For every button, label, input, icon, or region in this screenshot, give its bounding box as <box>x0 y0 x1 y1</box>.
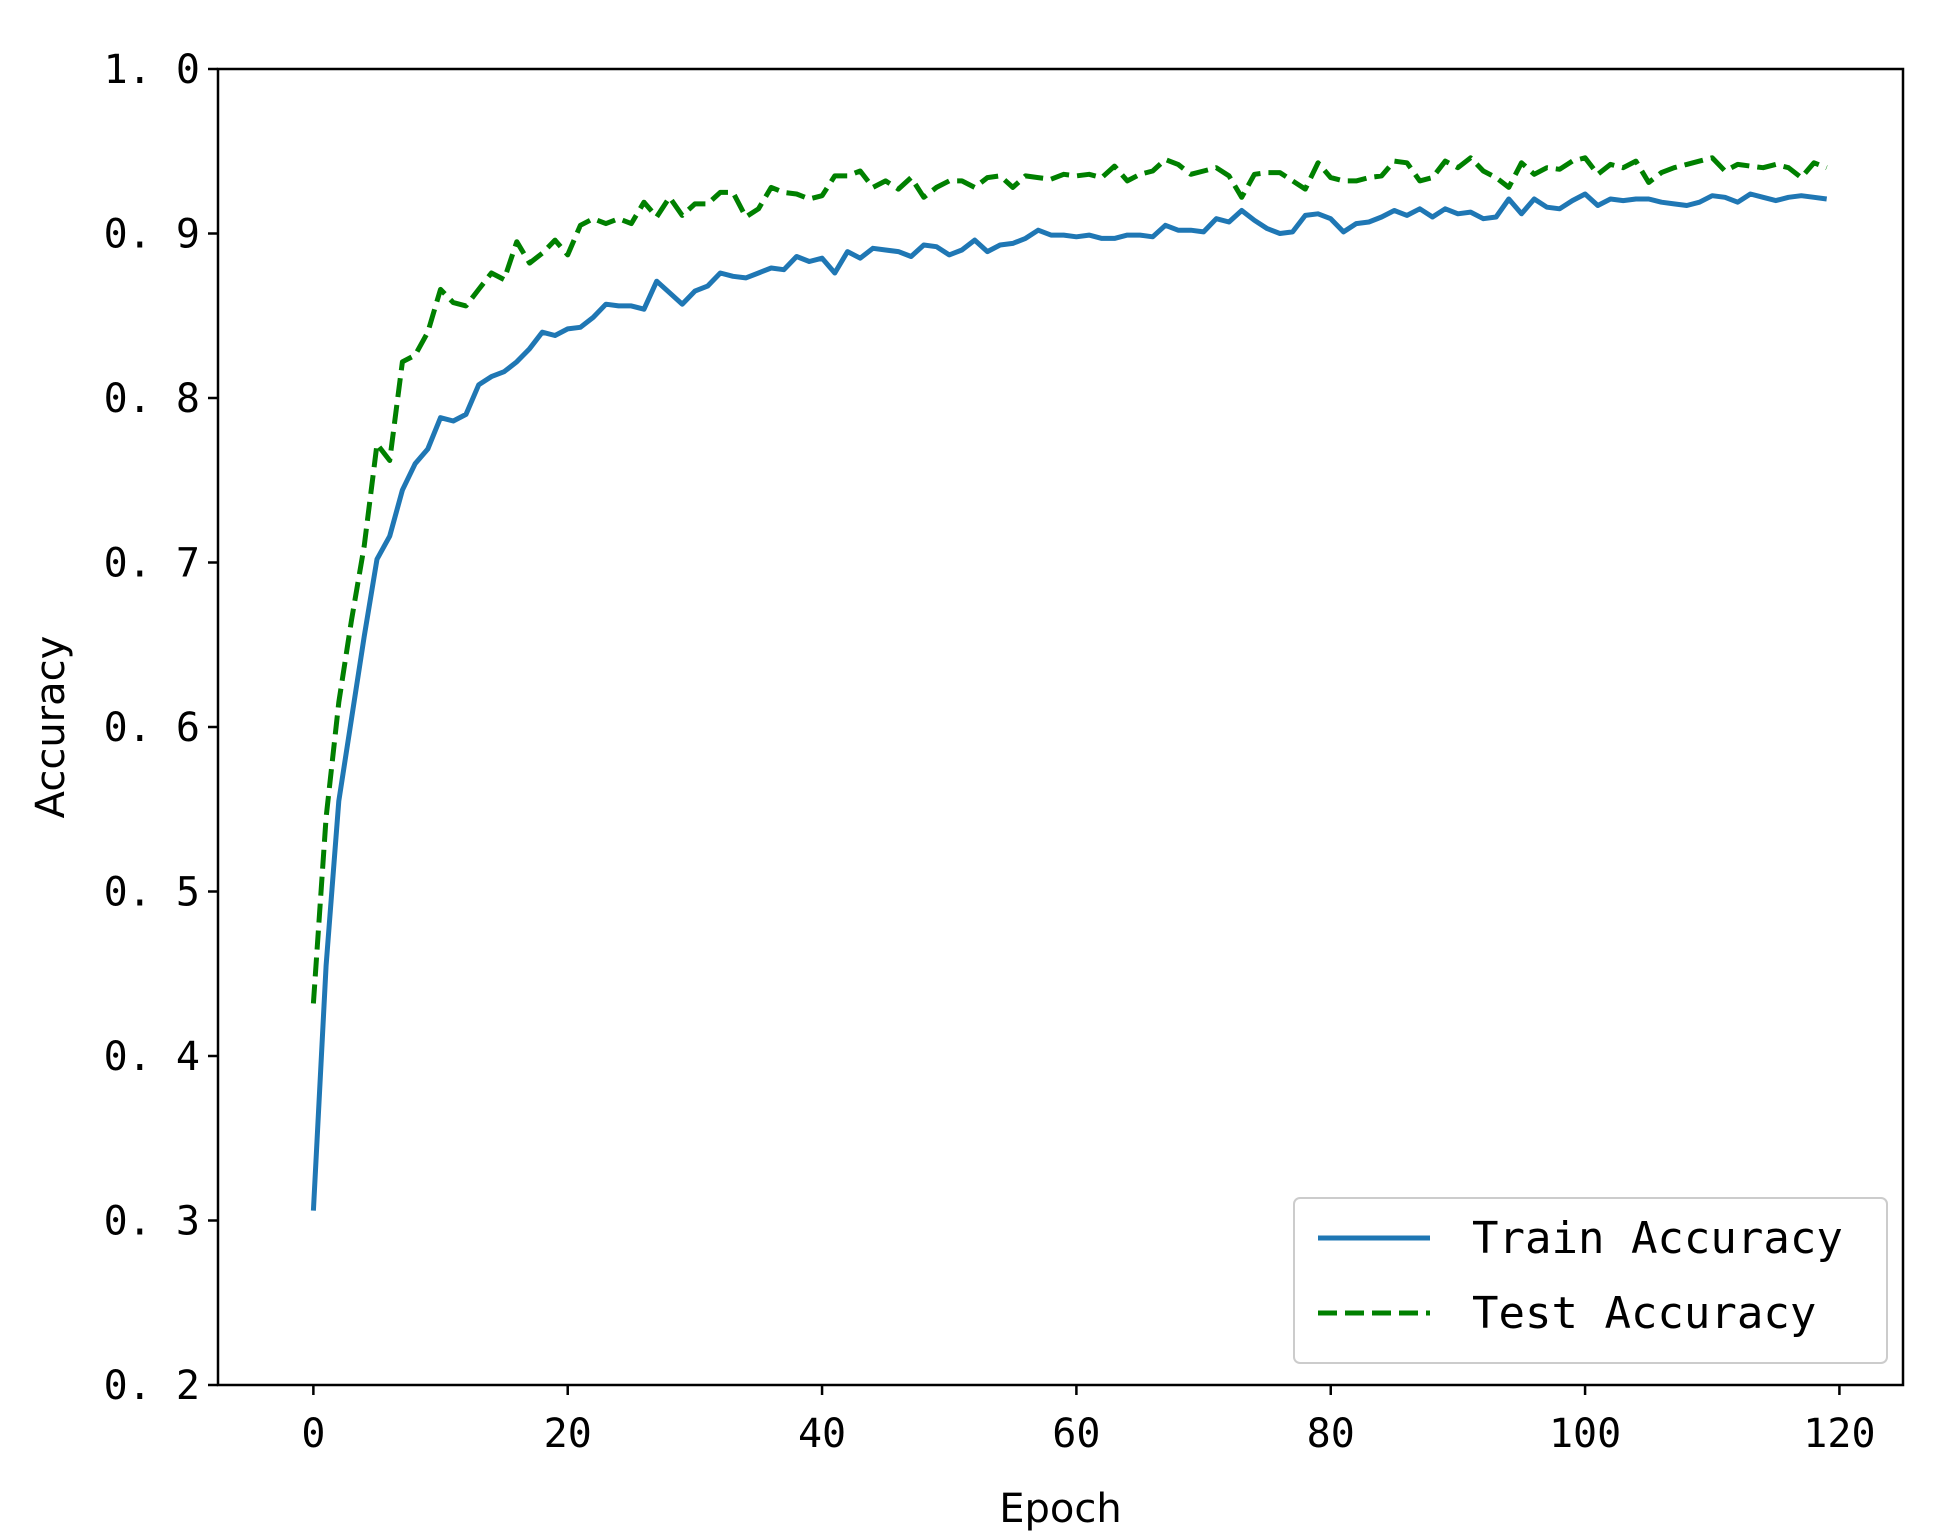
y-tick-label: 0. 9 <box>104 212 200 258</box>
y-axis-label: Accuracy <box>28 636 74 819</box>
axis-ticks: 0 20 40 60 80 100 120 0. 2 0. 3 0. 4 0. 5 0. 6 0. 7 0… <box>104 47 1876 1457</box>
y-tick-label: 0. 2 <box>104 1363 200 1409</box>
x-tick-label: 20 <box>544 1411 592 1457</box>
x-tick-label: 60 <box>1052 1411 1100 1457</box>
legend-box <box>1293 1197 1888 1364</box>
series-line-train <box>310 191 1828 1211</box>
legend-label-train: Train Accuracy <box>1472 1213 1843 1264</box>
plot-frame <box>216 67 1905 1387</box>
y-tick-label: 1. 0 <box>104 47 200 93</box>
x-tick-label: 40 <box>798 1411 846 1457</box>
plot-lines <box>310 155 1828 1211</box>
x-tick-label: 120 <box>1803 1411 1875 1457</box>
y-tick-label: 0. 3 <box>104 1199 200 1245</box>
y-tick-label: 0. 4 <box>104 1034 200 1080</box>
legend-label-test: Test Accuracy <box>1472 1288 1816 1339</box>
y-tick-label: 0. 8 <box>104 376 200 422</box>
x-tick-label: 100 <box>1549 1411 1621 1457</box>
y-tick-label: 0. 6 <box>104 705 200 751</box>
y-tick-label: 0. 7 <box>104 541 200 587</box>
x-tick-label: 80 <box>1307 1411 1355 1457</box>
legend: Train Accuracy Test Accuracy <box>1293 1197 1888 1364</box>
x-axis-label: Epoch <box>999 1486 1121 1532</box>
x-tick-label: 0 <box>301 1411 325 1457</box>
y-tick-label: 0. 5 <box>104 870 200 916</box>
